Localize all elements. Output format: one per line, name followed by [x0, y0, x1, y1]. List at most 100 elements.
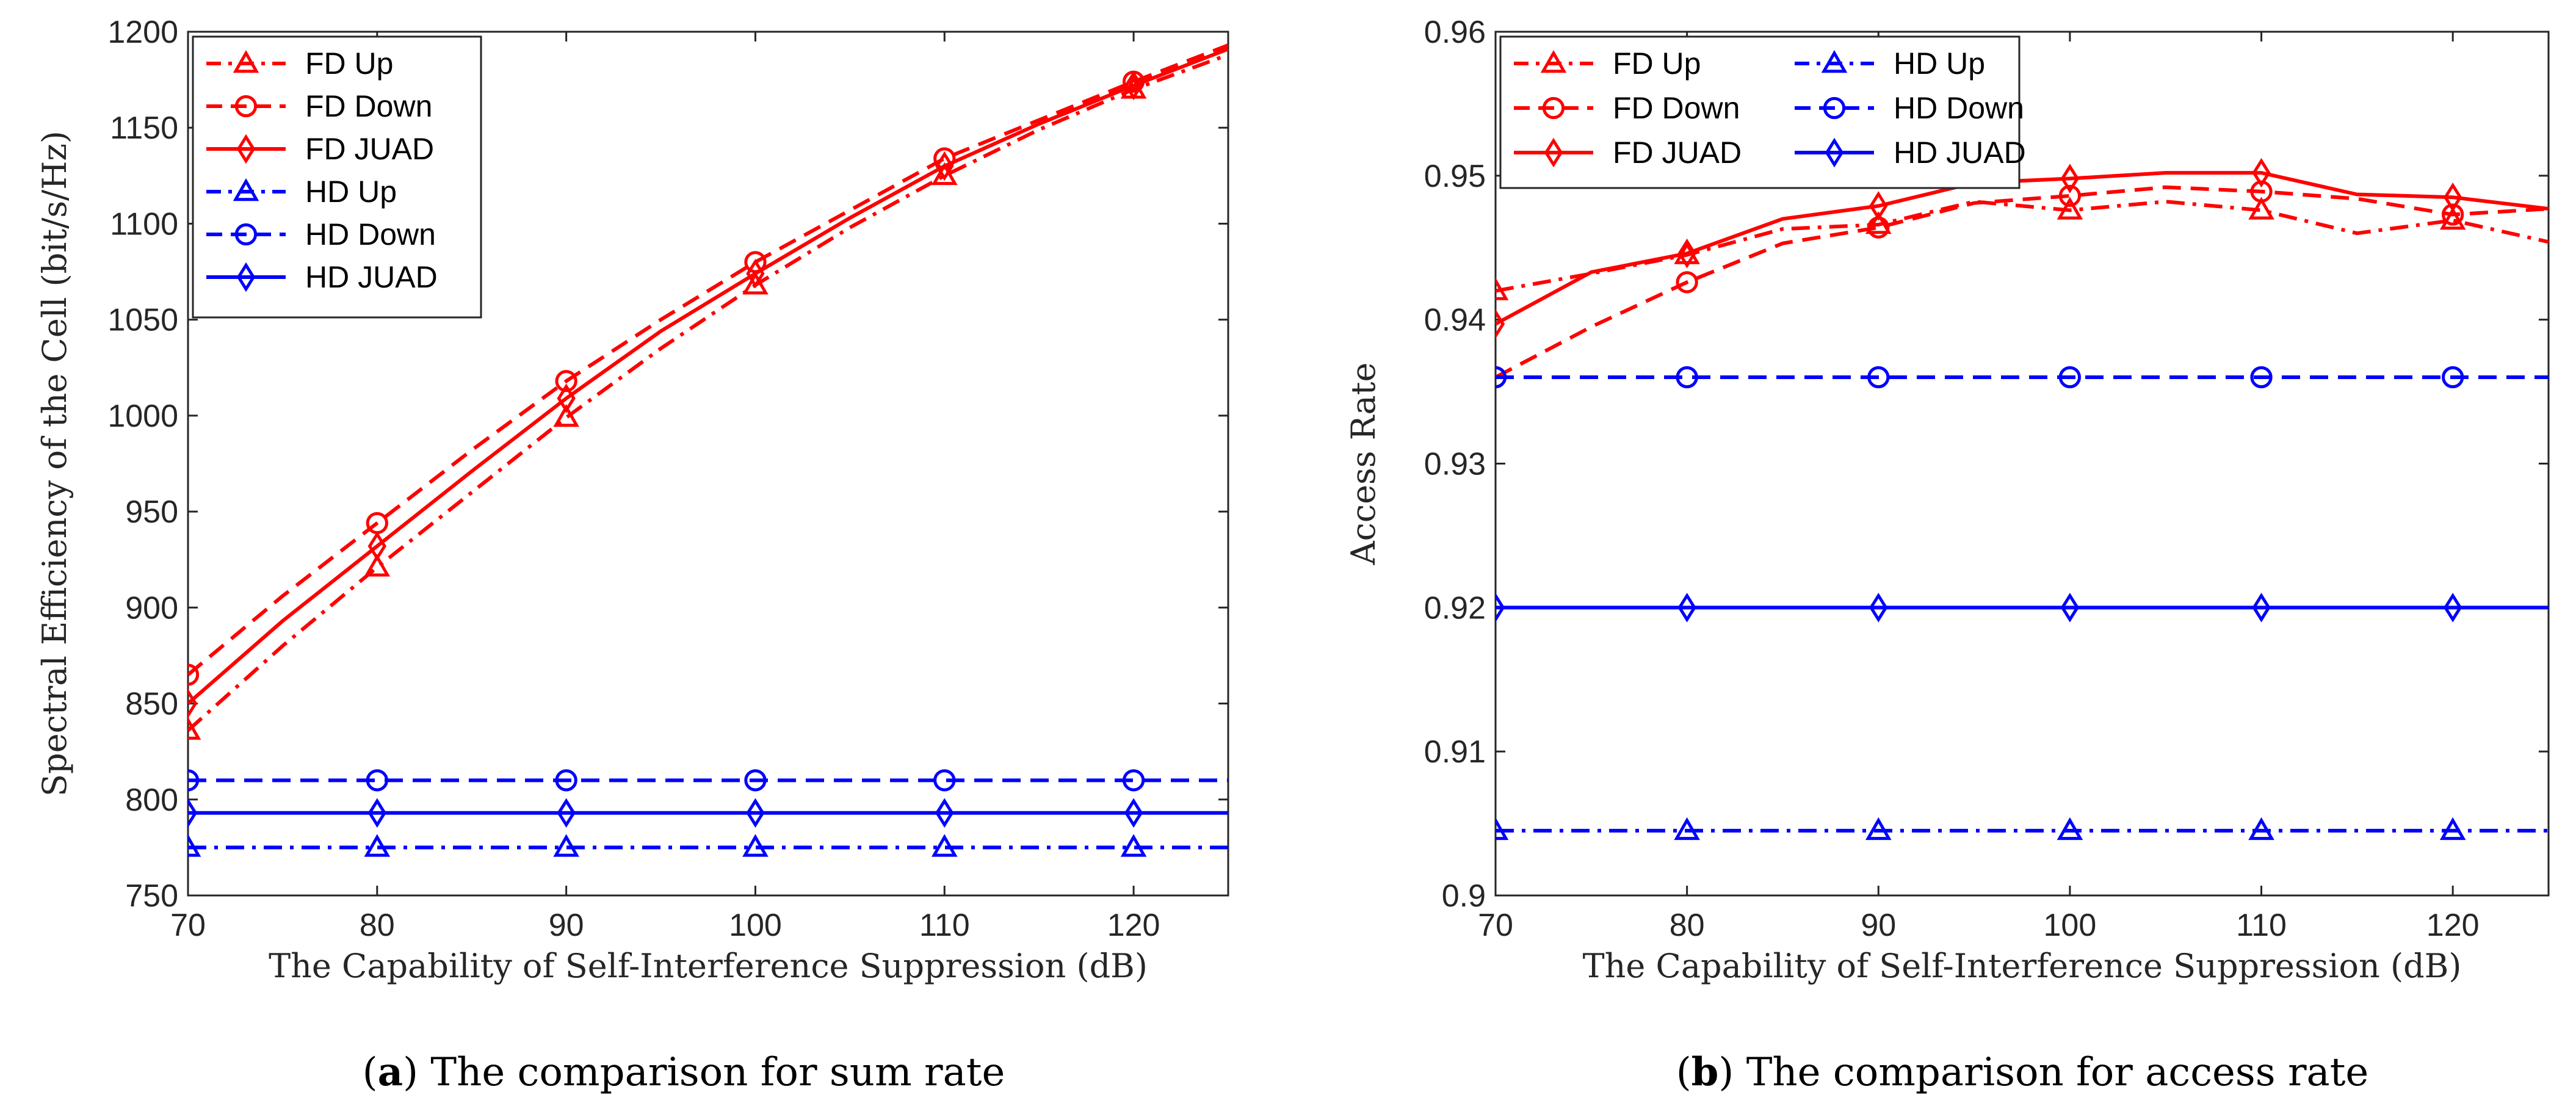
y-tick-label: 750 [125, 878, 178, 914]
data-point-fd-juad [1869, 191, 1888, 221]
y-tick-label: 0.91 [1424, 734, 1486, 770]
data-point-hd-down [555, 769, 577, 792]
data-point-fd-down [2058, 184, 2082, 207]
data-point-hd-down [2442, 366, 2464, 389]
data-point-hd-down [2058, 366, 2082, 389]
x-tick-label: 70 [170, 908, 206, 943]
data-point-fd-down [555, 370, 577, 392]
data-point-fd-up [1496, 277, 1509, 300]
series-hd-down [188, 769, 1228, 792]
figure-caption: (a) The comparison for sum rate [363, 1049, 1005, 1095]
series-line-fd-juad [1496, 171, 2549, 326]
y-tick-label: 1050 [107, 303, 178, 338]
data-point-hd-up [553, 834, 579, 857]
series-hd-up [1496, 817, 2549, 841]
legend: FD Up FD Down FD JUAD HD Up HD Down HD JUAD [192, 35, 482, 319]
series-line-fd-up [188, 52, 1228, 732]
data-point-hd-juad [2443, 593, 2462, 623]
y-tick-label: 1150 [110, 110, 178, 146]
data-point-hd-juad [2060, 593, 2080, 623]
plot-area [1496, 157, 2549, 841]
data-point-fd-juad [2443, 182, 2462, 212]
legend-marker-hd-juad [1825, 137, 1844, 168]
data-point-fd-down [1676, 271, 1698, 294]
caption-letter: a [378, 1049, 403, 1095]
y-tick-label: 0.93 [1424, 447, 1486, 482]
data-point-hd-down [1676, 366, 1698, 389]
data-point-fd-juad [2060, 164, 2080, 193]
series-fd-juad [188, 47, 1228, 718]
data-point-hd-up [1120, 834, 1147, 857]
data-point-hd-juad [746, 798, 765, 828]
y-tick-label: 0.95 [1424, 159, 1486, 194]
data-point-hd-down [188, 769, 200, 792]
y-tick-label: 800 [125, 783, 178, 818]
data-point-hd-up [2057, 817, 2083, 841]
data-point-fd-juad [557, 383, 576, 413]
legend-label-hd-juad: HD JUAD [1894, 136, 2026, 170]
data-point-fd-juad [746, 258, 765, 289]
data-point-fd-juad [935, 151, 954, 181]
data-point-hd-down [366, 769, 388, 792]
y-tick-label: 0.9 [1442, 878, 1486, 914]
series-hd-juad [1496, 593, 2549, 623]
data-point-hd-up [1674, 817, 1700, 841]
data-point-fd-juad [2252, 157, 2271, 188]
caption-close-paren: ) [403, 1050, 430, 1095]
data-point-fd-down [2442, 203, 2464, 226]
y-tick-label: 900 [125, 590, 178, 626]
legend-marker-fd-juad [1544, 137, 1563, 168]
data-point-hd-up [364, 834, 391, 857]
data-point-hd-juad [1496, 593, 1505, 623]
plot-area [188, 43, 1228, 857]
data-point-hd-juad [557, 798, 576, 828]
legend-marker-fd-down [234, 95, 258, 118]
caption-open-paren: ( [1676, 1050, 1691, 1095]
series-hd-down [1496, 366, 2549, 389]
legend-marker-fd-up [1540, 49, 1567, 73]
caption-open-paren: ( [363, 1050, 378, 1095]
data-point-hd-juad [188, 798, 198, 828]
data-point-hd-down [1122, 769, 1145, 792]
data-point-hd-up [931, 834, 958, 857]
x-tick-label: 120 [2426, 908, 2480, 943]
x-axis-label: The Capability of Self-Interference Supp… [1583, 947, 2462, 985]
x-tick-label: 80 [1670, 908, 1705, 943]
legend-marker-hd-down [234, 223, 258, 246]
data-point-hd-up [2248, 817, 2274, 841]
legend-marker-hd-juad [236, 262, 256, 292]
y-tick-label: 1200 [107, 15, 178, 50]
data-point-fd-up [1865, 211, 1892, 234]
series-line-fd-juad [188, 47, 1228, 705]
series-hd-juad [188, 798, 1228, 828]
data-point-hd-up [1865, 817, 1892, 841]
x-tick-label: 90 [549, 908, 584, 943]
x-axis-label: The Capability of Self-Interference Supp… [269, 947, 1148, 985]
legend-label-fd-up: FD Up [1613, 46, 1701, 81]
data-point-hd-down [744, 769, 767, 792]
data-point-fd-up [742, 272, 769, 295]
legend-label-hd-up: HD Up [305, 175, 397, 209]
legend-marker-fd-down [1542, 96, 1565, 120]
legend: FD Up FD Down FD JUAD HD Up HD Down HD JUAD [1499, 35, 2026, 189]
series-hd-up [188, 834, 1228, 857]
data-point-hd-juad [1869, 593, 1888, 623]
legend-label-fd-down: FD Down [1613, 91, 1740, 125]
chart-sum-rate: 70 80 90 100 110 120 750 800 850 900 950 1000 1050 11… [35, 15, 1229, 1095]
data-point-hd-up [742, 834, 769, 857]
data-point-fd-up [2439, 206, 2466, 230]
legend-label-fd-juad: FD JUAD [305, 132, 434, 166]
x-tick-label: 80 [360, 908, 395, 943]
y-axis-label: Spectral Efficiency of the Cell (bit/s/H… [35, 131, 74, 797]
data-point-fd-up [188, 717, 201, 740]
data-point-fd-juad [1496, 309, 1505, 339]
caption-text: The comparison for access rate [1746, 1050, 2369, 1095]
legend-marker-hd-up [233, 178, 259, 201]
data-point-hd-down [1496, 366, 1507, 389]
y-tick-label: 0.92 [1424, 590, 1486, 626]
legend-marker-hd-up [1821, 49, 1848, 73]
legend-label-hd-down: HD Down [1894, 91, 2024, 125]
caption-text: The comparison for sum rate [430, 1050, 1005, 1095]
data-point-fd-up [931, 162, 958, 186]
x-tick-label: 90 [1861, 908, 1896, 943]
